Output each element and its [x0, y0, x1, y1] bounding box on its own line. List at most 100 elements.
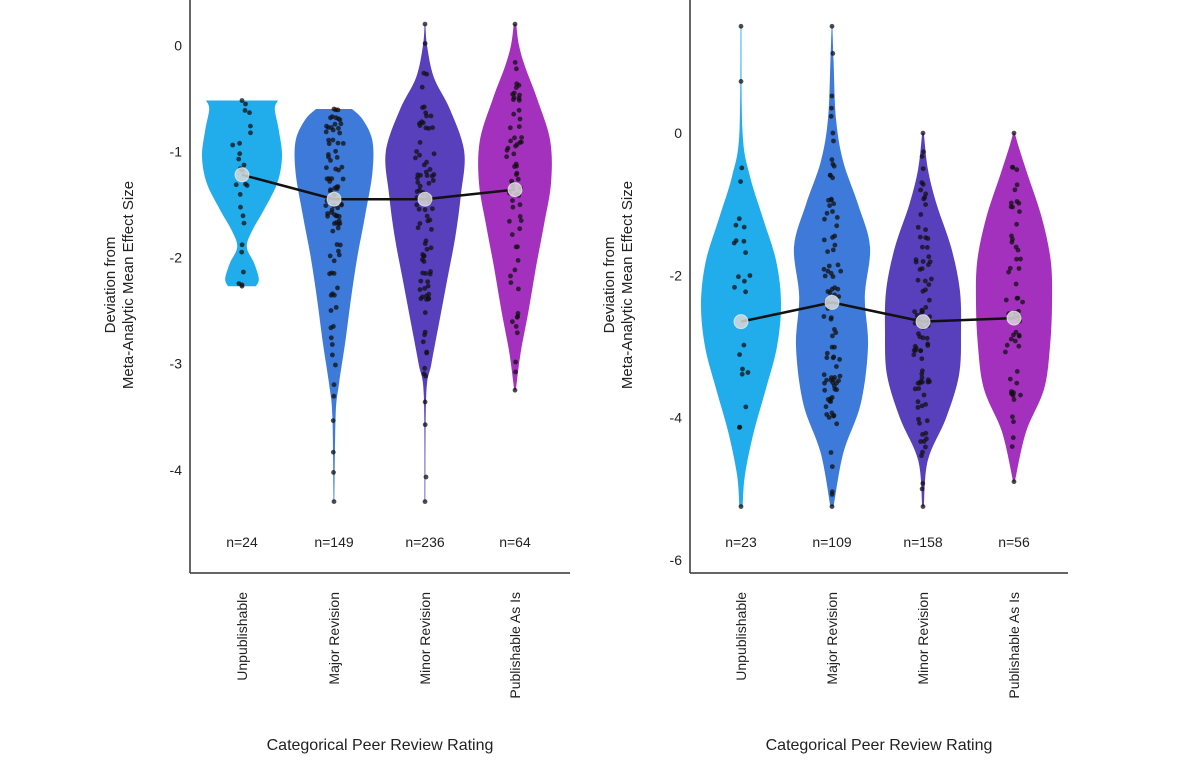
- data-point: [1012, 338, 1018, 344]
- data-point: [230, 142, 236, 148]
- data-point: [1014, 369, 1020, 374]
- data-point: [835, 262, 841, 268]
- data-point: [335, 107, 341, 113]
- data-point: [920, 368, 925, 374]
- violin-shape: [793, 26, 871, 507]
- data-point: [418, 278, 424, 284]
- data-point: [921, 439, 927, 444]
- mean-marker: [915, 314, 931, 330]
- data-point: [422, 422, 428, 428]
- data-point: [832, 327, 837, 332]
- data-point: [514, 81, 520, 87]
- y-tick-label: -2: [670, 267, 683, 283]
- data-point: [332, 221, 337, 226]
- data-point: [824, 377, 829, 383]
- mean-line: [740, 301, 1015, 323]
- data-point: [239, 242, 245, 248]
- data-point: [420, 270, 426, 276]
- data-point: [830, 235, 835, 240]
- data-point: [509, 178, 514, 184]
- data-point: [504, 154, 509, 160]
- data-point: [743, 289, 748, 295]
- data-point: [824, 210, 830, 216]
- data-point: [736, 216, 742, 222]
- data-point: [422, 41, 428, 46]
- data-point: [743, 250, 748, 256]
- data-point: [831, 138, 836, 144]
- n-label: n=64: [499, 534, 531, 550]
- data-point: [508, 273, 513, 279]
- data-point: [1020, 299, 1025, 305]
- data-point: [837, 373, 843, 379]
- data-point: [1003, 349, 1008, 355]
- data-point: [741, 238, 747, 244]
- mean-line: [241, 173, 516, 201]
- data-point: [915, 224, 921, 230]
- data-point: [1009, 239, 1015, 245]
- data-point: [328, 125, 334, 130]
- data-point: [431, 172, 437, 177]
- data-point: [920, 449, 925, 455]
- data-point: [837, 357, 842, 362]
- data-point: [832, 242, 838, 248]
- data-point: [333, 148, 338, 154]
- data-point: [507, 218, 512, 224]
- violin-unpublishable: n=24 Unpublishable: [201, 98, 283, 681]
- data-point: [927, 297, 932, 303]
- data-point: [822, 216, 827, 222]
- data-point: [917, 334, 923, 340]
- data-point: [510, 319, 515, 325]
- data-point: [1004, 342, 1010, 348]
- data-point: [913, 259, 919, 265]
- data-point: [424, 213, 430, 219]
- data-point: [248, 123, 253, 129]
- data-point: [424, 350, 429, 356]
- data-point: [517, 140, 523, 145]
- mean-marker: [507, 182, 523, 198]
- y-tick-label: -6: [670, 552, 683, 568]
- data-point: [737, 352, 742, 357]
- data-point: [240, 213, 246, 219]
- data-point: [830, 209, 835, 214]
- data-point: [504, 147, 510, 153]
- data-point: [920, 288, 926, 294]
- data-point: [330, 352, 335, 358]
- data-point: [333, 213, 339, 219]
- data-point: [912, 309, 917, 314]
- data-point: [917, 420, 922, 426]
- data-point: [739, 165, 745, 171]
- mean-marker: [326, 191, 342, 207]
- mean-marker: [417, 191, 433, 207]
- data-point: [829, 504, 835, 509]
- data-point: [918, 212, 924, 217]
- x-tick-label: Minor Revision: [915, 592, 931, 685]
- data-point: [516, 107, 522, 113]
- data-point: [918, 348, 923, 353]
- data-point: [338, 121, 344, 127]
- data-point: [330, 228, 336, 234]
- data-point: [514, 170, 520, 176]
- data-point: [337, 130, 343, 136]
- data-point: [422, 310, 428, 315]
- data-point: [829, 93, 835, 99]
- y-tick-label: -3: [170, 356, 183, 372]
- data-point: [518, 218, 524, 224]
- violin-publishable-as-is: n=56 Publishable As Is: [975, 130, 1053, 699]
- data-point: [919, 180, 925, 186]
- violin-major-revision: n=109 Major Revision: [793, 23, 871, 685]
- data-point: [414, 202, 420, 208]
- data-point: [924, 335, 930, 341]
- data-point: [519, 135, 524, 140]
- data-point: [821, 372, 827, 378]
- data-point: [327, 253, 333, 259]
- data-point: [926, 254, 932, 260]
- y-tick-label: -4: [670, 410, 683, 426]
- data-point: [429, 227, 434, 232]
- data-point: [339, 164, 345, 170]
- y-tick-label: 0: [174, 37, 182, 53]
- n-label: n=236: [405, 534, 445, 550]
- x-tick-label: Major Revision: [824, 592, 840, 685]
- data-point: [920, 166, 926, 172]
- data-point: [740, 366, 745, 372]
- data-point: [1014, 182, 1020, 188]
